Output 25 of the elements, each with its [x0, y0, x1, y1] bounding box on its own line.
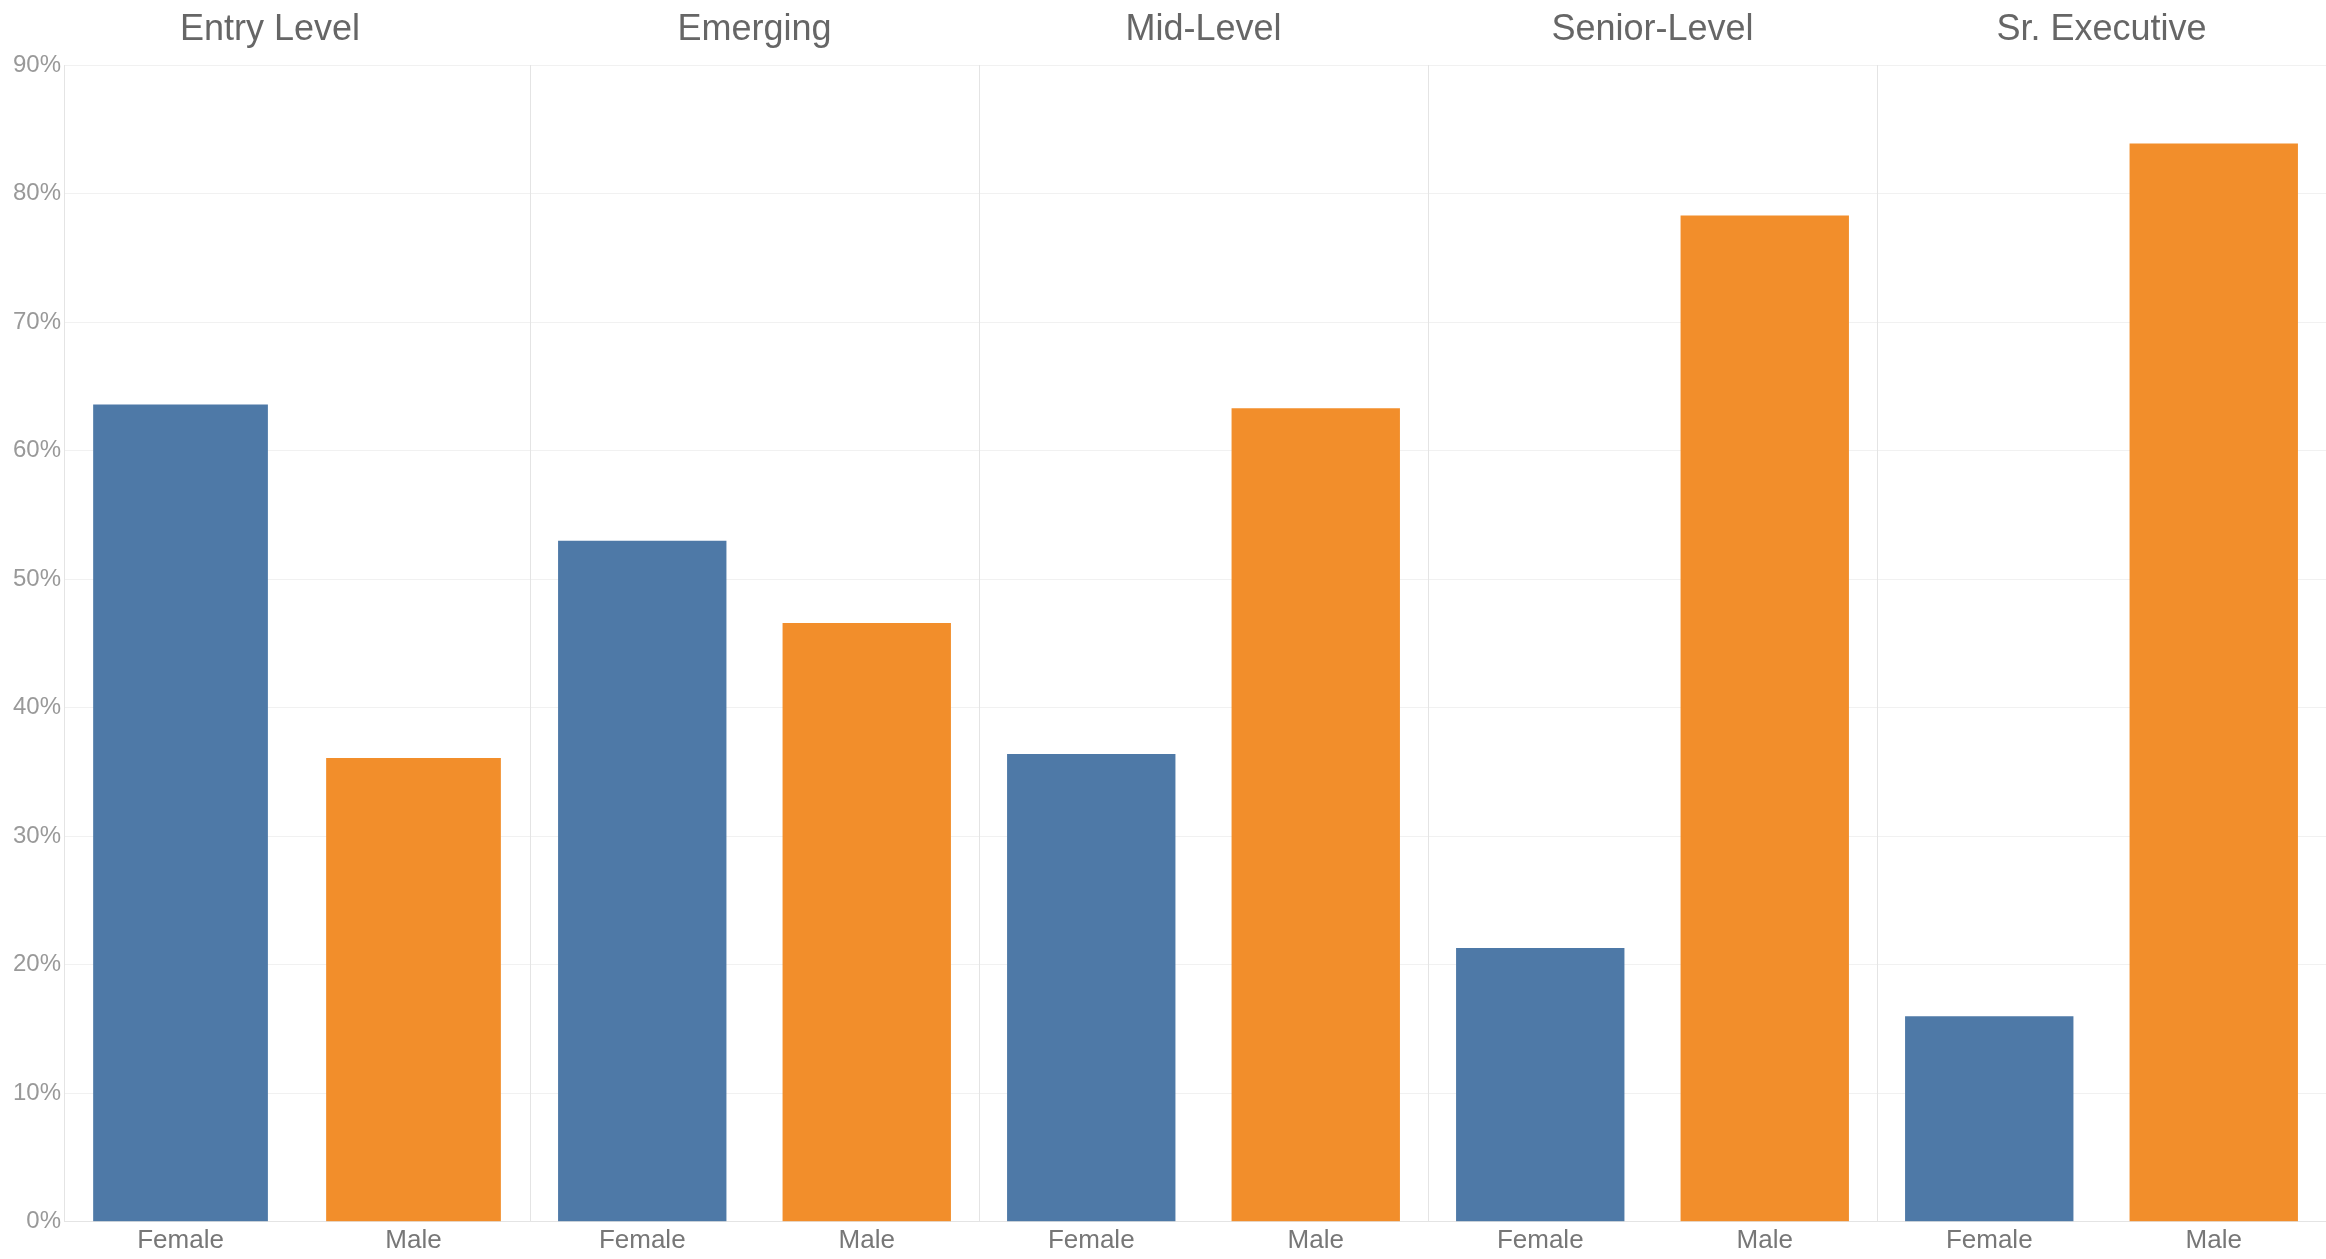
x-tick-label: Female — [137, 1223, 224, 1254]
x-tick-label: Male — [838, 1223, 895, 1254]
y-tick-label: 20% — [12, 949, 62, 977]
x-tick-label: Female — [598, 1223, 686, 1254]
x-tick-label: Male — [1287, 1223, 1344, 1254]
y-tick-label: 30% — [12, 820, 62, 848]
y-tick-label: 40% — [12, 692, 62, 720]
y-tick-label: 0% — [26, 1206, 62, 1234]
x-tick-label: Female — [1047, 1223, 1135, 1254]
x-tick-label: Female — [1496, 1223, 1584, 1254]
y-tick-label: 70% — [12, 306, 62, 334]
x-tick-label: Female — [1945, 1223, 2033, 1254]
x-tick-label: Male — [1736, 1223, 1793, 1254]
chart-title: Mid-Level — [1125, 6, 1282, 48]
y-tick-label: 50% — [12, 563, 62, 591]
x-tick-label: Male — [385, 1223, 442, 1254]
y-tick-label: 10% — [12, 1077, 62, 1105]
chart-title: Senior-Level — [1551, 6, 1754, 48]
chart-title: Sr. Executive — [1996, 6, 2207, 48]
y-tick-label: 90% — [12, 49, 62, 77]
y-tick-label: 80% — [12, 178, 62, 206]
x-tick-label: Male — [2185, 1223, 2242, 1254]
y-tick-label: 60% — [12, 435, 62, 463]
chart-title: Emerging — [677, 6, 832, 48]
chart-title: Entry Level — [179, 6, 361, 48]
